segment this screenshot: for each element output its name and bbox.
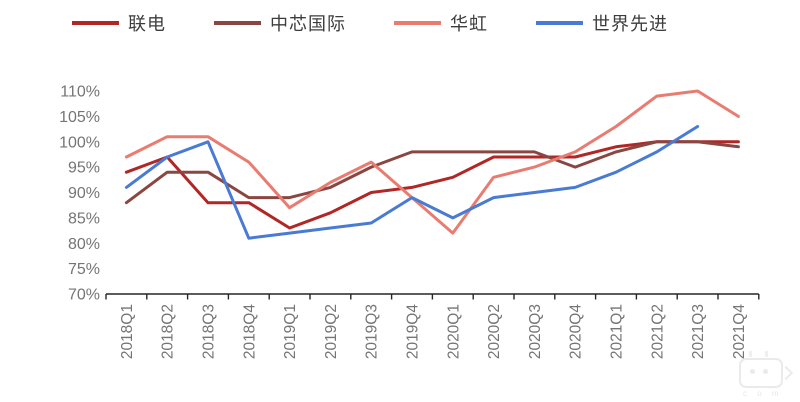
x-tick-label: 2018Q3 bbox=[201, 304, 218, 359]
y-tick-label: 95% bbox=[68, 160, 100, 177]
x-tick-label: 2019Q2 bbox=[323, 304, 340, 359]
legend-line-swatch bbox=[214, 21, 261, 25]
x-tick-label: 2021Q1 bbox=[609, 304, 626, 359]
legend-line-swatch bbox=[394, 21, 441, 25]
legend-item-3: 世界先进 bbox=[536, 10, 668, 36]
x-tick-label: 2018Q1 bbox=[119, 304, 136, 359]
series-line-0 bbox=[124, 140, 740, 230]
x-tick-label: 2021Q3 bbox=[690, 304, 707, 359]
x-tick-label: 2020Q1 bbox=[445, 304, 462, 359]
x-tick-label: 2021Q2 bbox=[649, 304, 666, 359]
y-tick-label: 70% bbox=[68, 287, 100, 304]
x-tick-label: 2020Q4 bbox=[568, 304, 585, 360]
x-axis bbox=[105, 293, 760, 300]
legend-item-1: 中芯国际 bbox=[214, 10, 346, 36]
legend-label: 联电 bbox=[128, 14, 166, 34]
x-tick-label: 2018Q4 bbox=[241, 304, 258, 360]
y-tick-label: 75% bbox=[68, 261, 100, 278]
legend-line-swatch bbox=[536, 21, 583, 25]
series-line-2 bbox=[124, 89, 740, 235]
legend-item-2: 华虹 bbox=[394, 10, 488, 36]
y-tick-label: 90% bbox=[68, 185, 100, 202]
legend-label: 华虹 bbox=[450, 14, 488, 34]
x-tick-label: 2018Q2 bbox=[160, 304, 177, 359]
y-tick-label: 80% bbox=[68, 236, 100, 253]
legend-label: 世界先进 bbox=[592, 14, 668, 34]
legend-line-swatch bbox=[72, 21, 119, 25]
x-tick-label: 2020Q3 bbox=[527, 304, 544, 359]
legend-label: 中芯国际 bbox=[270, 14, 346, 34]
x-tick-label: 2019Q1 bbox=[282, 304, 299, 359]
chart-legend: 联电 中芯国际 华虹 世界先进 bbox=[72, 10, 668, 36]
x-tick-label: 2019Q4 bbox=[405, 304, 422, 360]
y-tick-label: 110% bbox=[60, 84, 100, 101]
y-tick-label: 105% bbox=[59, 109, 100, 126]
x-tick-label: 2021Q4 bbox=[731, 304, 748, 360]
y-tick-label: 85% bbox=[68, 210, 100, 227]
x-tick-label: 2019Q3 bbox=[364, 304, 381, 359]
series-line-3 bbox=[124, 125, 700, 240]
x-tick-label: 2020Q2 bbox=[486, 304, 503, 359]
legend-item-0: 联电 bbox=[72, 10, 166, 36]
y-tick-label: 100% bbox=[59, 134, 100, 151]
series-line-1 bbox=[124, 140, 740, 205]
